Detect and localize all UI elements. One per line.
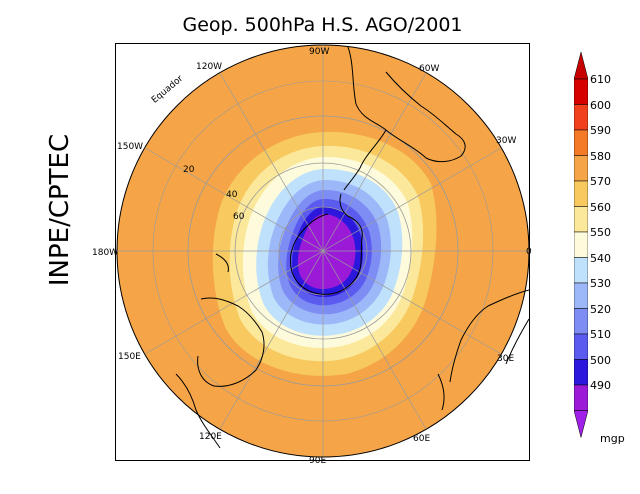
lon-label-180w: 180W xyxy=(92,248,119,258)
colorbar-tick-label: 520 xyxy=(590,302,611,316)
units-label: mgp xyxy=(600,432,625,445)
south-america-coast xyxy=(347,46,466,163)
colorbar-box xyxy=(574,78,588,105)
color-scale-bar xyxy=(574,52,588,439)
lon-label-150w: 150W xyxy=(117,142,144,152)
geopotential-map-svg xyxy=(116,44,529,458)
lon-label-120w: 120W xyxy=(196,62,223,72)
colorbar-box xyxy=(574,104,588,131)
colorbar-tick-label: 590 xyxy=(590,124,611,137)
new-zealand-coast xyxy=(215,253,229,273)
lon-label-60e: 60E xyxy=(413,434,431,444)
colorbar-bottom-arrow xyxy=(574,410,588,439)
colorbar-tick-label: 610 xyxy=(590,73,611,86)
colorbar-box xyxy=(574,155,588,182)
lon-label-150e: 150E xyxy=(118,352,141,362)
lon-label-0: 0 xyxy=(526,247,532,257)
lon-label-30e: 30E xyxy=(497,354,515,364)
map-title: Geop. 500hPa H.S. AGO/2001 xyxy=(182,14,463,36)
colorbar-tick-label: 500 xyxy=(590,353,611,367)
colorbar-tick-label: 560 xyxy=(590,200,611,214)
colorbar-tick-label: 530 xyxy=(590,277,611,290)
antarctica-coast xyxy=(289,193,363,295)
lon-label-30w: 30W xyxy=(496,136,517,146)
lat-label-20: 20 xyxy=(183,165,195,175)
lon-label-90w: 90W xyxy=(309,47,330,57)
colorbar-tick-label: 570 xyxy=(590,175,611,188)
australia-coast xyxy=(197,297,265,387)
lat-label-40: 40 xyxy=(226,190,238,200)
polar-map xyxy=(115,43,530,461)
colorbar-box xyxy=(574,359,588,386)
colorbar-box xyxy=(574,206,588,233)
madagascar-coast xyxy=(437,373,445,411)
colorbar-box xyxy=(574,231,588,258)
colorbar-box xyxy=(574,257,588,284)
meridian-lines xyxy=(117,45,529,457)
colorbar-box xyxy=(574,308,588,335)
lon-label-120e: 120E xyxy=(199,432,222,442)
colorbar-box xyxy=(574,282,588,309)
colorbar-tick-label: 540 xyxy=(590,251,611,265)
colorbar-tick-label: 600 xyxy=(590,98,611,112)
colorbar-tick-label: 510 xyxy=(590,328,611,341)
colorbar-tick-label: 580 xyxy=(590,149,611,163)
institution-label: INPE/CPTEC xyxy=(45,133,75,287)
colorbar-tick-label: 550 xyxy=(590,226,611,239)
colorbar-box xyxy=(574,333,588,360)
coastlines xyxy=(175,46,529,449)
lon-label-60w: 60W xyxy=(419,64,440,74)
colorbar-box xyxy=(574,180,588,207)
colorbar-tick-label: 490 xyxy=(590,379,611,392)
lon-label-90e: 90E xyxy=(309,456,327,466)
colorbar-box xyxy=(574,384,588,411)
colorbar-box xyxy=(574,129,588,156)
lat-label-60: 60 xyxy=(233,212,245,222)
colorbar-top-arrow xyxy=(574,52,588,80)
africa-coast xyxy=(449,289,529,383)
